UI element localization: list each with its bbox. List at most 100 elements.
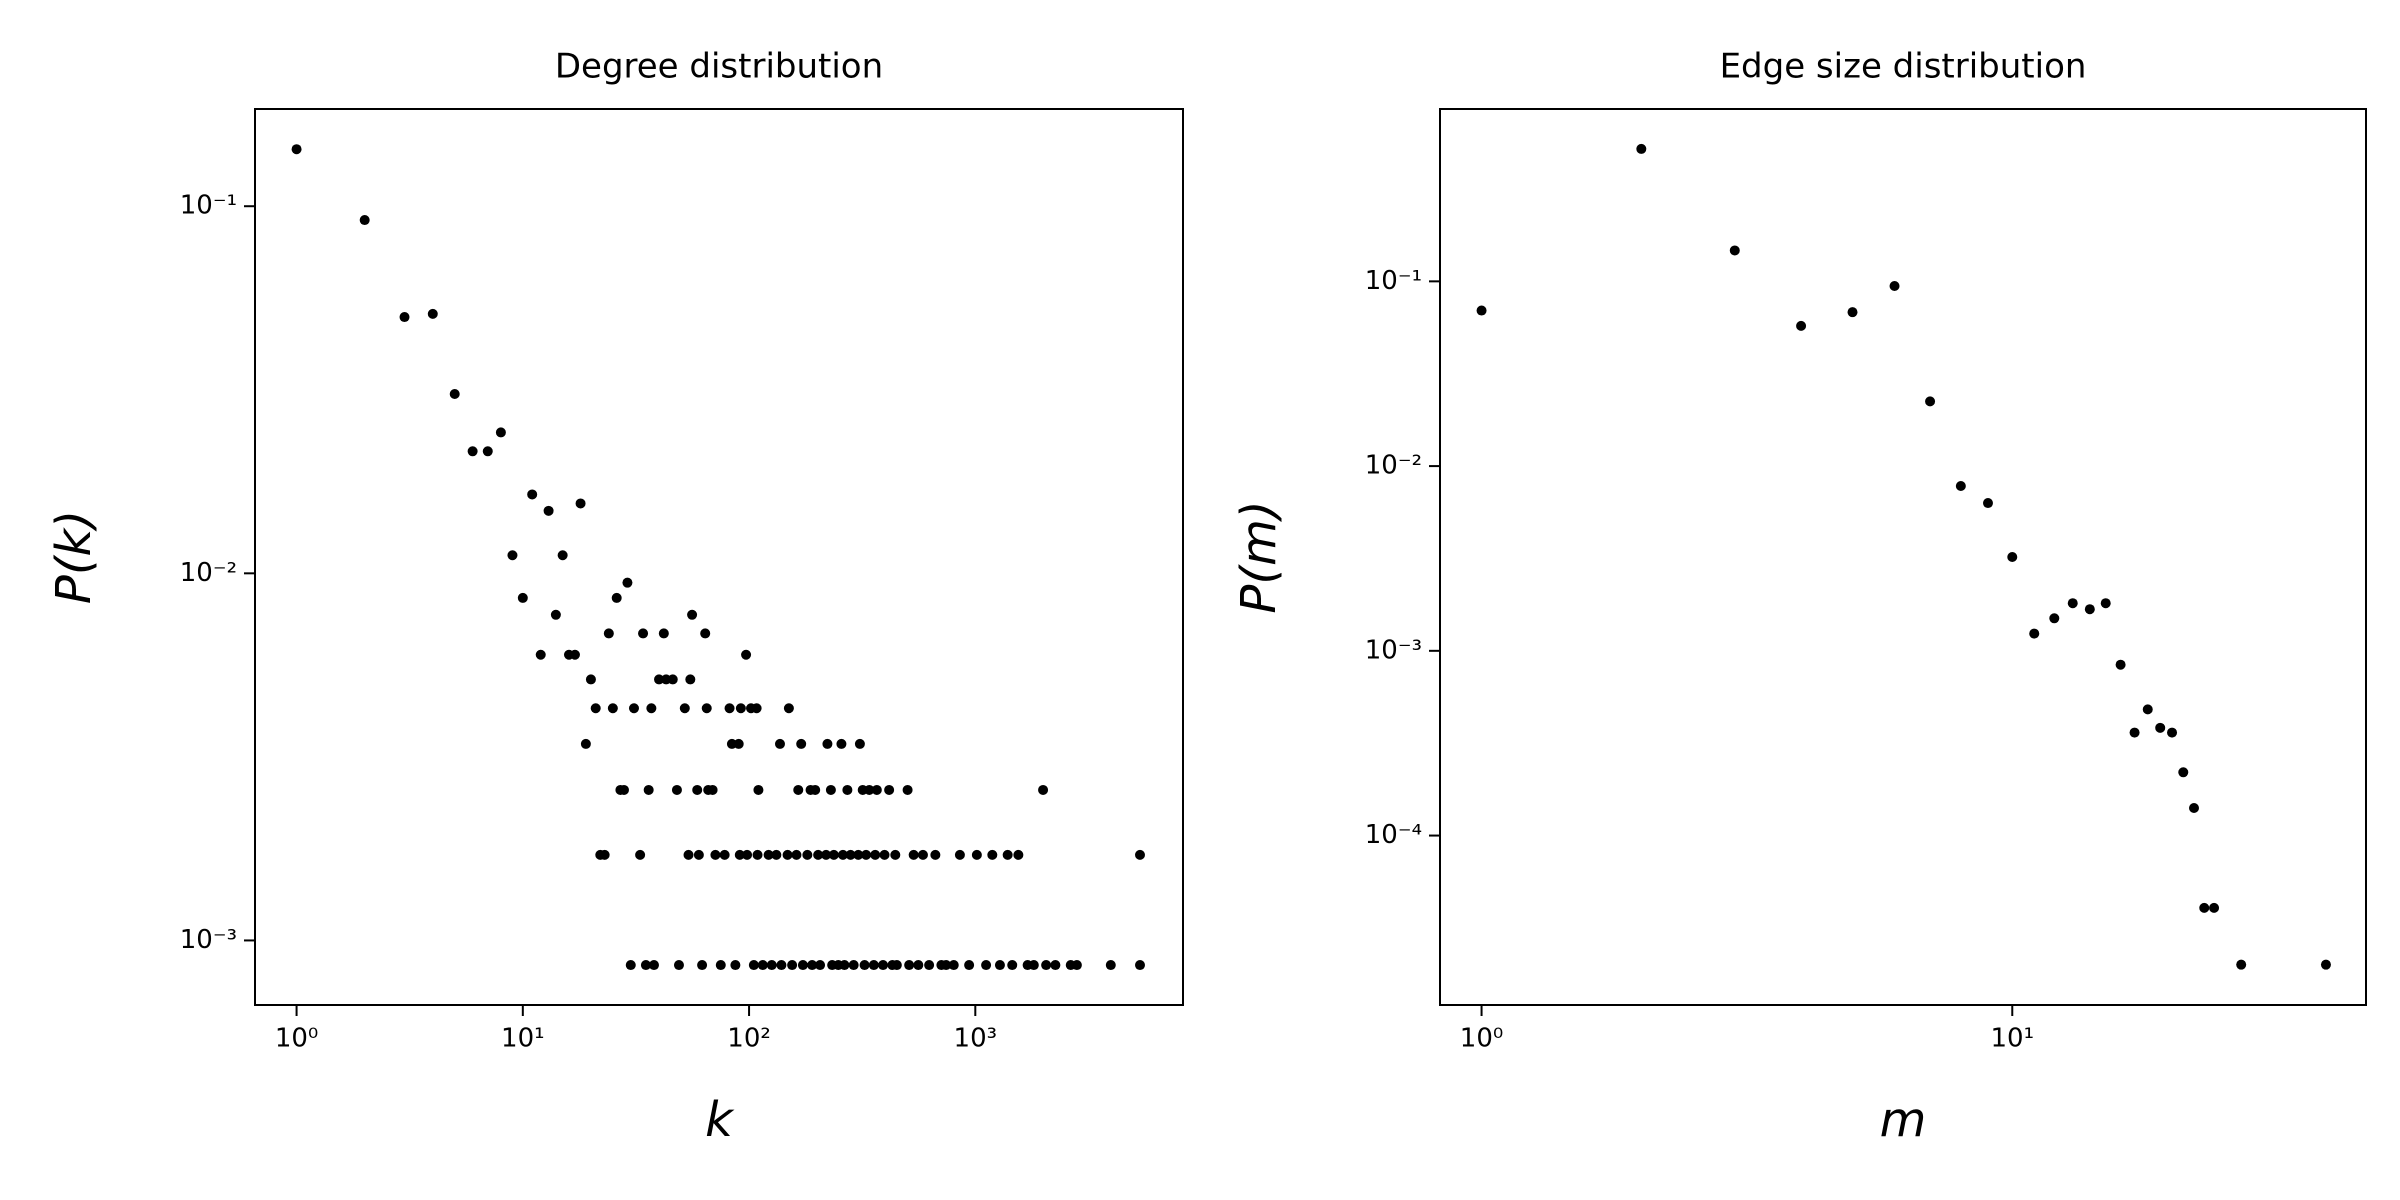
point — [590, 703, 601, 714]
point — [427, 308, 438, 319]
point — [1038, 784, 1049, 795]
point — [359, 215, 370, 226]
point — [815, 960, 826, 971]
point — [585, 674, 596, 685]
point — [825, 784, 836, 795]
point — [697, 960, 708, 971]
point — [658, 628, 669, 639]
point — [449, 388, 460, 399]
point — [575, 498, 586, 509]
point — [1050, 960, 1061, 971]
point — [954, 849, 965, 860]
point — [1796, 320, 1807, 331]
point — [802, 849, 813, 860]
point — [692, 784, 703, 795]
axes-frame — [254, 108, 1184, 1006]
point — [782, 849, 793, 860]
point — [879, 849, 890, 860]
point — [1041, 960, 1052, 971]
point — [607, 703, 618, 714]
point — [1925, 396, 1936, 407]
point — [707, 784, 718, 795]
point — [766, 960, 777, 971]
point — [673, 960, 684, 971]
point — [1982, 498, 1993, 509]
point — [618, 784, 629, 795]
point — [635, 849, 646, 860]
point — [1889, 280, 1900, 291]
point — [776, 960, 787, 971]
point — [700, 628, 711, 639]
x-axis-label: m — [1880, 1092, 1927, 1148]
point — [810, 784, 821, 795]
point — [2167, 727, 2178, 738]
title: Degree distribution — [555, 47, 883, 87]
point — [864, 784, 875, 795]
point — [2188, 802, 2199, 813]
point — [467, 446, 478, 457]
point — [870, 849, 881, 860]
point — [735, 703, 746, 714]
x-tick-label: 10³ — [954, 1024, 998, 1054]
point — [741, 649, 752, 660]
point — [917, 849, 928, 860]
point — [971, 849, 982, 860]
point — [599, 849, 610, 860]
point — [2115, 659, 2126, 670]
point — [1729, 245, 1740, 256]
point — [2007, 552, 2018, 563]
point — [687, 609, 698, 620]
point — [638, 628, 649, 639]
point — [517, 592, 528, 603]
point — [787, 960, 798, 971]
point — [734, 849, 745, 860]
point — [679, 703, 690, 714]
point — [611, 592, 622, 603]
point — [871, 784, 882, 795]
point — [752, 849, 763, 860]
point — [904, 960, 915, 971]
point — [1071, 960, 1082, 971]
point — [557, 550, 568, 561]
point — [1028, 960, 1039, 971]
point — [1636, 143, 1647, 154]
point — [683, 849, 694, 860]
point — [2320, 959, 2331, 970]
point — [569, 649, 580, 660]
point — [964, 960, 975, 971]
point — [797, 960, 808, 971]
point — [854, 738, 865, 749]
point — [628, 703, 639, 714]
point — [2209, 902, 2220, 913]
x-tick-label: 10⁰ — [275, 1024, 319, 1054]
point — [771, 849, 782, 860]
point — [859, 960, 870, 971]
point — [753, 784, 764, 795]
point — [2084, 604, 2095, 615]
point — [2049, 613, 2060, 624]
point — [783, 703, 794, 714]
x-tick-label: 10¹ — [1991, 1024, 2035, 1054]
point — [1134, 960, 1145, 971]
y-tick-label: 10⁻¹ — [180, 191, 237, 221]
point — [724, 703, 735, 714]
point — [2178, 767, 2189, 778]
point — [643, 784, 654, 795]
point — [948, 960, 959, 971]
point — [884, 784, 895, 795]
point — [685, 674, 696, 685]
subplot: Edge size distribution m P(m) 10⁰ 10¹ 10⁻¹ 10⁻… — [1231, 47, 2367, 1148]
point — [640, 960, 651, 971]
x-tick-label: 10² — [727, 1024, 771, 1054]
point — [842, 784, 853, 795]
point — [2142, 704, 2153, 715]
point — [839, 960, 850, 971]
point — [622, 577, 633, 588]
point — [902, 784, 913, 795]
point — [550, 609, 561, 620]
point — [878, 960, 889, 971]
point — [625, 960, 636, 971]
x-axis-label: k — [705, 1092, 735, 1148]
point — [981, 960, 992, 971]
